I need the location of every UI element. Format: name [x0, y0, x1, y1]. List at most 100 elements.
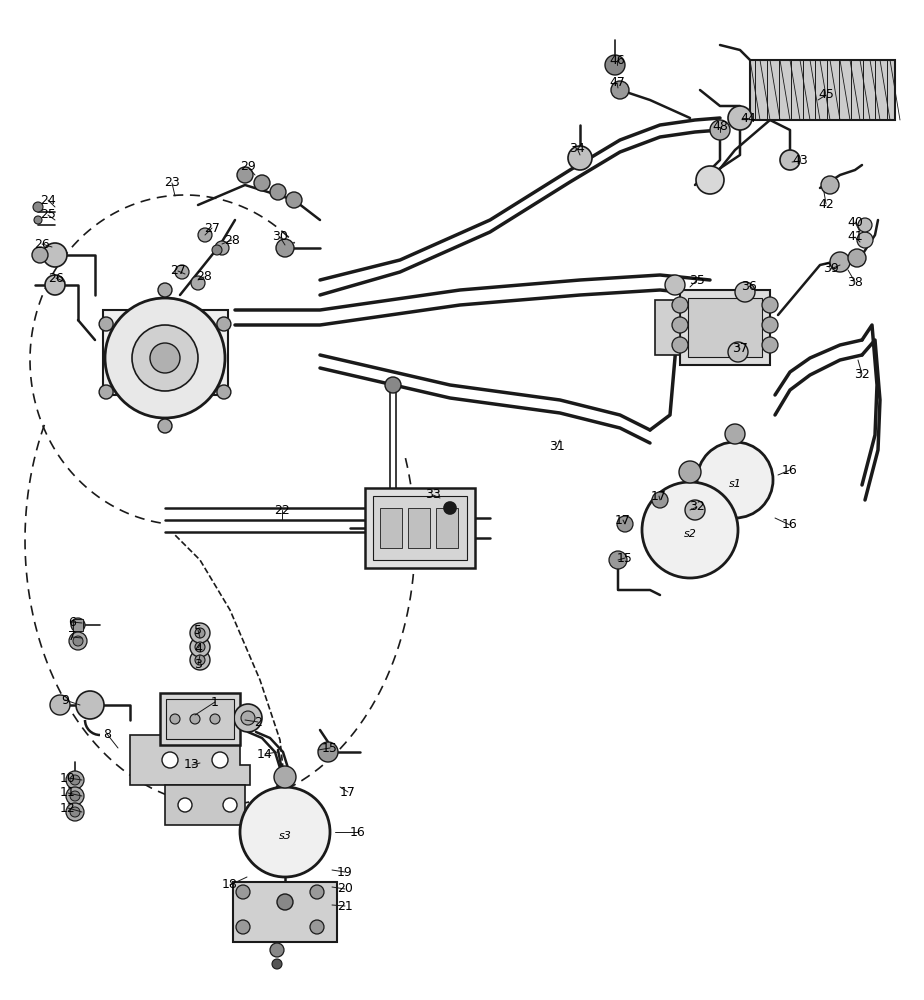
Text: s1: s1 — [728, 479, 741, 489]
Text: 32: 32 — [689, 500, 705, 514]
Circle shape — [310, 885, 324, 899]
Circle shape — [66, 803, 84, 821]
Circle shape — [762, 317, 778, 333]
Circle shape — [66, 771, 84, 789]
Circle shape — [858, 218, 872, 232]
Text: 27: 27 — [170, 264, 186, 277]
Circle shape — [45, 275, 65, 295]
Circle shape — [277, 894, 293, 910]
Circle shape — [286, 192, 302, 208]
Text: 9: 9 — [61, 694, 69, 706]
Circle shape — [672, 297, 688, 313]
Bar — [373, 496, 467, 560]
Circle shape — [780, 150, 800, 170]
Text: 38: 38 — [847, 275, 863, 288]
Bar — [680, 290, 770, 365]
Text: 30: 30 — [272, 231, 288, 243]
Text: 47: 47 — [609, 77, 625, 90]
Circle shape — [735, 282, 755, 302]
Circle shape — [190, 637, 210, 657]
Circle shape — [105, 298, 225, 418]
Circle shape — [444, 502, 456, 514]
Text: 46: 46 — [609, 53, 625, 66]
Circle shape — [212, 245, 222, 255]
Circle shape — [672, 337, 688, 353]
Polygon shape — [130, 735, 250, 785]
Circle shape — [725, 424, 745, 444]
Bar — [160, 693, 240, 745]
Text: 13: 13 — [184, 758, 200, 772]
Bar — [655, 300, 680, 355]
Bar — [233, 882, 337, 942]
Bar — [73, 619, 83, 631]
Circle shape — [170, 714, 180, 724]
Bar — [365, 488, 475, 568]
Circle shape — [611, 81, 629, 99]
Circle shape — [217, 385, 231, 399]
Bar — [750, 60, 895, 120]
Text: 15: 15 — [617, 552, 633, 564]
Circle shape — [195, 642, 205, 652]
Circle shape — [76, 691, 104, 719]
Text: 48: 48 — [712, 120, 728, 133]
Circle shape — [175, 265, 189, 279]
Text: 16: 16 — [782, 464, 798, 477]
Text: 15: 15 — [322, 742, 338, 754]
Circle shape — [34, 216, 42, 224]
Circle shape — [33, 202, 43, 212]
Circle shape — [70, 775, 80, 785]
Circle shape — [270, 184, 286, 200]
Text: 16: 16 — [350, 826, 366, 838]
Circle shape — [241, 711, 255, 725]
Text: 17: 17 — [651, 489, 667, 502]
Circle shape — [73, 636, 83, 646]
Circle shape — [710, 120, 730, 140]
Text: 4: 4 — [194, 642, 202, 654]
Circle shape — [158, 283, 172, 297]
Text: 40: 40 — [847, 216, 863, 229]
Circle shape — [642, 482, 738, 578]
Text: 18: 18 — [222, 879, 238, 892]
Circle shape — [236, 920, 250, 934]
Text: 43: 43 — [792, 154, 808, 167]
Circle shape — [310, 920, 324, 934]
Circle shape — [605, 55, 625, 75]
Circle shape — [237, 167, 253, 183]
Circle shape — [69, 632, 87, 650]
Circle shape — [190, 623, 210, 643]
Text: 29: 29 — [240, 160, 256, 174]
Text: 14: 14 — [257, 748, 273, 760]
Text: 25: 25 — [40, 209, 56, 222]
Circle shape — [652, 492, 668, 508]
Circle shape — [387, 512, 399, 524]
Circle shape — [697, 442, 773, 518]
Text: 33: 33 — [425, 488, 441, 502]
Circle shape — [821, 176, 839, 194]
Circle shape — [190, 714, 200, 724]
Circle shape — [32, 247, 48, 263]
Text: 20: 20 — [337, 882, 353, 896]
Circle shape — [236, 885, 250, 899]
Text: 24: 24 — [40, 194, 55, 207]
Text: 32: 32 — [854, 367, 869, 380]
Text: 45: 45 — [818, 89, 834, 102]
Circle shape — [217, 317, 231, 331]
Text: 17: 17 — [340, 786, 356, 798]
Circle shape — [696, 166, 724, 194]
Circle shape — [195, 628, 205, 638]
Circle shape — [274, 766, 296, 788]
Text: s2: s2 — [684, 529, 697, 539]
Circle shape — [210, 714, 220, 724]
Circle shape — [66, 787, 84, 805]
Circle shape — [272, 959, 282, 969]
Circle shape — [728, 342, 748, 362]
Circle shape — [665, 275, 685, 295]
Text: 44: 44 — [740, 111, 756, 124]
Circle shape — [672, 317, 688, 333]
Circle shape — [679, 461, 701, 483]
Text: 26: 26 — [48, 271, 64, 284]
Circle shape — [50, 695, 70, 715]
Circle shape — [685, 500, 705, 520]
Circle shape — [568, 146, 592, 170]
Bar — [166, 699, 234, 739]
